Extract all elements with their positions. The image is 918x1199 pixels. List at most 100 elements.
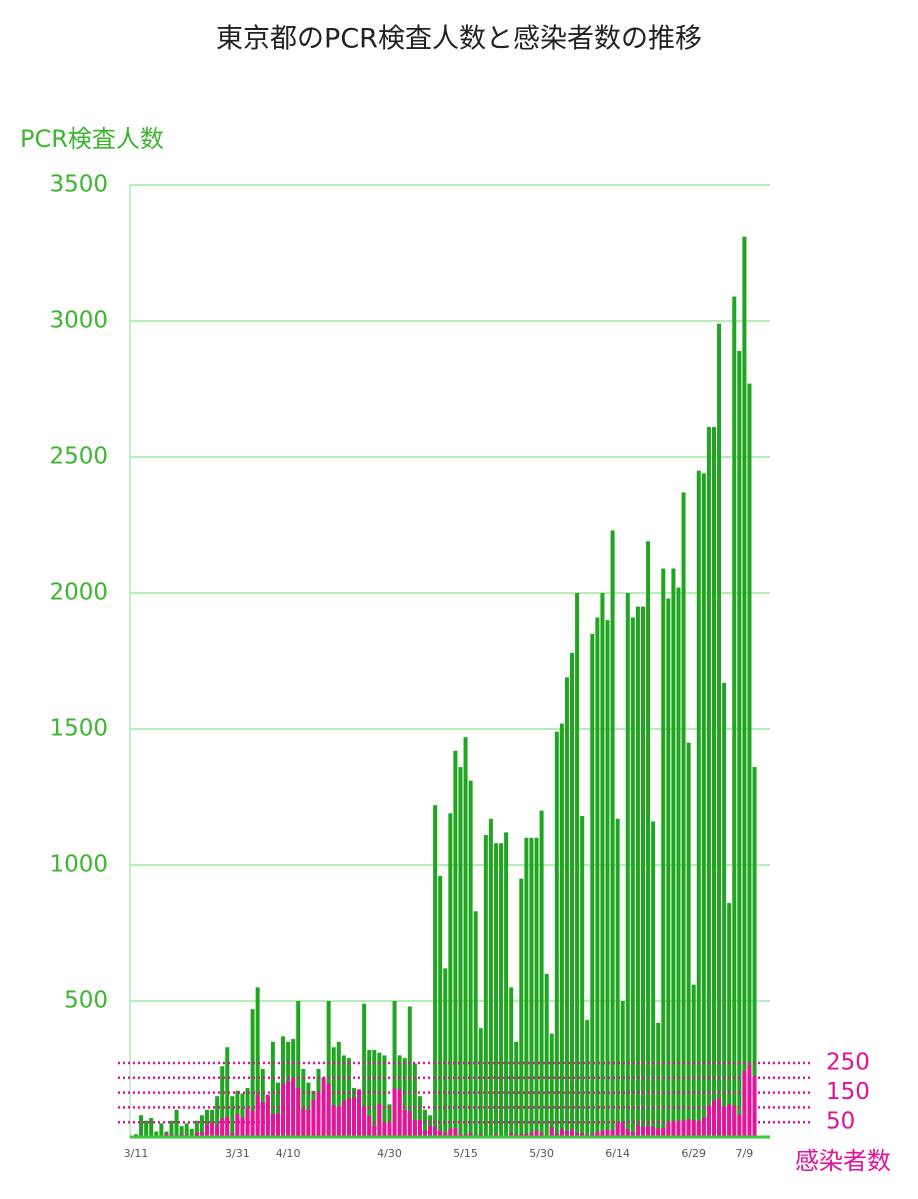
bar — [564, 1131, 569, 1137]
y-tick-label: 2000 — [49, 580, 108, 606]
bar — [164, 1133, 169, 1137]
bar — [717, 1098, 722, 1137]
bar — [149, 1117, 154, 1137]
x-tick-label: 5/15 — [453, 1147, 478, 1160]
bar — [240, 1117, 245, 1137]
bar — [539, 1132, 544, 1137]
bar — [204, 1124, 209, 1137]
bar — [529, 837, 534, 1137]
bar — [458, 767, 463, 1137]
bar — [463, 737, 468, 1137]
bar — [641, 606, 645, 1137]
bar — [666, 598, 671, 1137]
bar — [534, 837, 539, 1137]
bar — [580, 1133, 585, 1137]
bar — [443, 968, 448, 1137]
bar — [336, 1041, 341, 1137]
bar — [509, 1132, 514, 1137]
bar — [255, 1094, 260, 1137]
bar — [281, 1083, 286, 1137]
bar — [529, 1132, 534, 1137]
bar — [407, 1006, 412, 1137]
bar — [732, 296, 737, 1137]
bar — [179, 1126, 184, 1137]
bar — [691, 1119, 696, 1137]
bar — [686, 1119, 691, 1137]
y-tick-label: 1000 — [49, 852, 108, 878]
bar — [438, 875, 443, 1137]
bar — [701, 473, 706, 1137]
bar — [240, 1093, 245, 1137]
bar — [554, 1133, 559, 1137]
bar — [174, 1109, 179, 1137]
bar — [493, 1133, 498, 1137]
bar — [524, 837, 529, 1137]
bar — [453, 1128, 458, 1137]
x-tick-label: 3/31 — [225, 1147, 250, 1160]
bar — [564, 677, 569, 1137]
y-tick-label: 2500 — [49, 444, 108, 470]
bar — [220, 1066, 225, 1137]
bar — [625, 593, 630, 1137]
bar — [590, 1133, 595, 1137]
bar — [296, 1087, 301, 1137]
bar — [630, 617, 635, 1137]
bar — [620, 1122, 625, 1137]
bar — [488, 818, 493, 1137]
bar — [630, 1132, 635, 1137]
bar — [615, 1123, 620, 1137]
bar — [585, 1020, 590, 1137]
bar — [504, 832, 509, 1137]
bar — [742, 236, 747, 1137]
bar — [448, 813, 453, 1137]
bar — [580, 816, 585, 1137]
bar — [159, 1123, 164, 1137]
bar — [549, 1033, 554, 1137]
bar — [250, 1110, 255, 1137]
bar — [570, 1129, 575, 1137]
bar — [296, 1001, 301, 1137]
bar — [139, 1115, 144, 1137]
bar — [438, 1130, 443, 1137]
bar — [422, 1130, 427, 1137]
bar — [656, 1022, 661, 1137]
bar — [341, 1055, 346, 1137]
bar — [453, 750, 458, 1137]
bar — [230, 1096, 235, 1137]
bar — [235, 1090, 240, 1137]
bar — [225, 1116, 230, 1137]
bar — [701, 1117, 706, 1137]
bar — [605, 620, 610, 1137]
bar — [311, 1099, 316, 1137]
bar — [392, 1001, 397, 1137]
bar — [696, 1121, 701, 1137]
bar — [727, 1104, 732, 1137]
x-tick-label: 7/9 — [736, 1147, 754, 1160]
bar — [245, 1108, 250, 1137]
x-tick-label: 6/29 — [681, 1147, 706, 1160]
bar — [352, 1097, 357, 1137]
x-tick-label: 5/30 — [529, 1147, 554, 1160]
bar — [686, 742, 691, 1137]
bar — [260, 1102, 265, 1137]
bar — [646, 1125, 651, 1137]
bar — [270, 1041, 275, 1137]
bar — [691, 984, 696, 1137]
bar — [387, 1123, 392, 1137]
y-tick-label: 500 — [64, 988, 108, 1014]
x-tick-label: 4/30 — [377, 1147, 402, 1160]
bar — [752, 767, 757, 1137]
bar — [468, 1132, 473, 1137]
bar — [286, 1081, 291, 1137]
bar — [270, 1113, 275, 1137]
bar — [225, 1047, 230, 1137]
bar — [610, 530, 615, 1137]
bar — [534, 1130, 539, 1137]
bar — [747, 383, 752, 1137]
bar — [443, 1132, 448, 1137]
bar — [215, 1096, 220, 1137]
bar — [559, 723, 564, 1137]
bar — [600, 1130, 605, 1137]
bar — [742, 1070, 747, 1137]
